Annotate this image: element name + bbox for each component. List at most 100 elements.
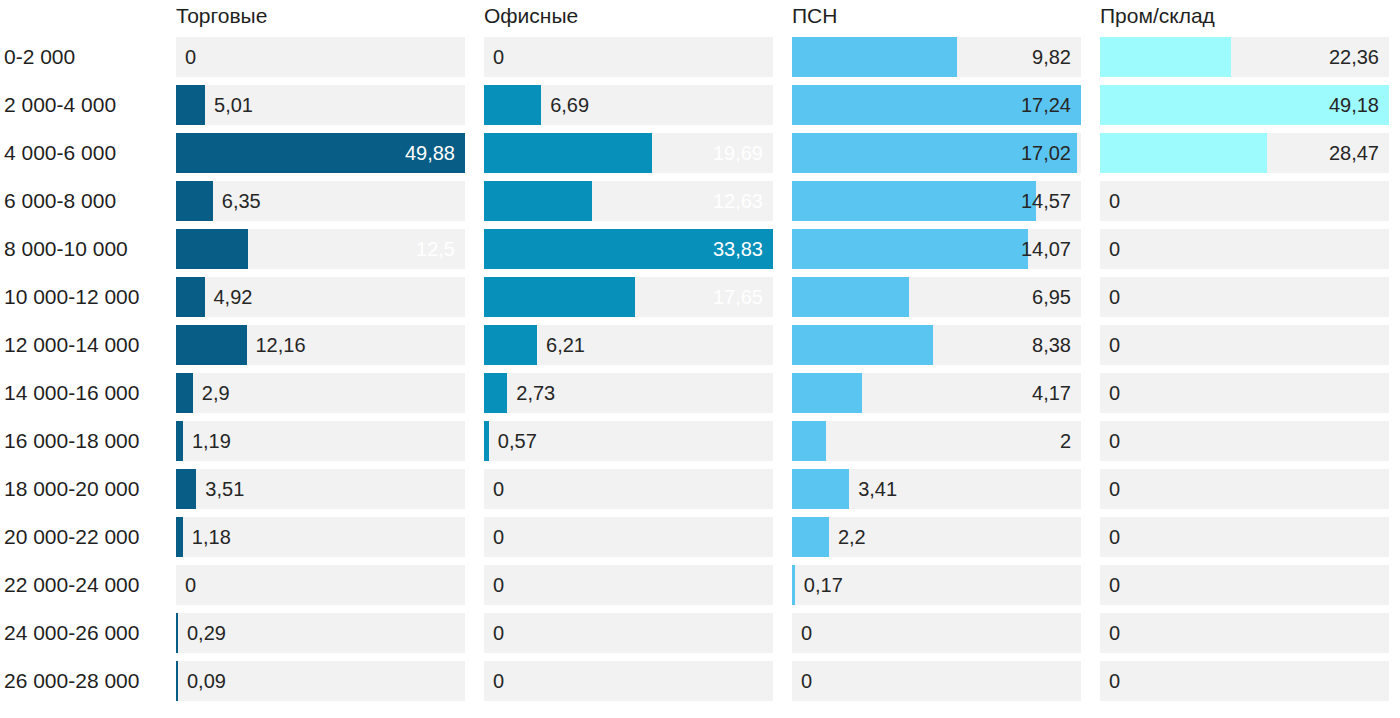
bar-track: 0 bbox=[484, 517, 773, 557]
bar-track: 12,16 bbox=[176, 325, 465, 365]
bar-track: 0,57 bbox=[484, 421, 773, 461]
bar-value-label: 2,2 bbox=[838, 526, 866, 549]
bar-track: 6,95 bbox=[792, 277, 1081, 317]
bar-track: 0 bbox=[484, 469, 773, 509]
bar-value-label: 0 bbox=[801, 622, 812, 645]
bar-value-label: 2,73 bbox=[516, 382, 555, 405]
bar bbox=[176, 613, 178, 653]
price-distribution-bar-chart: ТорговыеОфисныеПСНПром/склад0-2 000009,8… bbox=[0, 0, 1400, 701]
bar-track: 1,19 bbox=[176, 421, 465, 461]
bar bbox=[792, 373, 862, 413]
bar-track: 3,41 bbox=[792, 469, 1081, 509]
bar bbox=[484, 181, 592, 221]
column-header-4: Пром/склад bbox=[1100, 2, 1389, 29]
bar-track: 0 bbox=[1100, 613, 1389, 653]
bar-value-label: 0 bbox=[185, 574, 196, 597]
bar-track: 0 bbox=[792, 613, 1081, 653]
bar-track: 2,9 bbox=[176, 373, 465, 413]
bar bbox=[176, 85, 205, 125]
bar bbox=[484, 133, 652, 173]
bar-track: 6,69 bbox=[484, 85, 773, 125]
corner-spacer bbox=[4, 2, 157, 29]
bar-track: 0,17 bbox=[792, 565, 1081, 605]
bar bbox=[792, 277, 909, 317]
column-header-2: Офисные bbox=[484, 2, 773, 29]
bar-track: 19,69 bbox=[484, 133, 773, 173]
bar-value-label: 8,38 bbox=[1032, 334, 1071, 357]
bar-track: 4,17 bbox=[792, 373, 1081, 413]
bar-track: 14,07 bbox=[792, 229, 1081, 269]
bar-track: 2 bbox=[792, 421, 1081, 461]
bar-value-label: 0 bbox=[493, 478, 504, 501]
bar-value-label: 0 bbox=[1109, 526, 1120, 549]
bar bbox=[176, 661, 178, 701]
bar-track: 33,83 bbox=[484, 229, 773, 269]
bar-track: 0 bbox=[1100, 517, 1389, 557]
bar-value-label: 0 bbox=[1109, 190, 1120, 213]
bar-track: 0 bbox=[1100, 661, 1389, 701]
bar bbox=[484, 277, 635, 317]
bar-value-label: 12,5 bbox=[416, 238, 455, 261]
row-label: 16 000-18 000 bbox=[4, 421, 157, 461]
bar bbox=[792, 421, 826, 461]
bar bbox=[176, 469, 196, 509]
bar-track: 17,65 bbox=[484, 277, 773, 317]
bar-track: 12,5 bbox=[176, 229, 465, 269]
row-label: 20 000-22 000 bbox=[4, 517, 157, 557]
bar-track: 0,29 bbox=[176, 613, 465, 653]
bar-value-label: 14,57 bbox=[1021, 190, 1071, 213]
bar-track: 1,18 bbox=[176, 517, 465, 557]
bar-value-label: 6,69 bbox=[550, 94, 589, 117]
bar-value-label: 12,63 bbox=[713, 190, 763, 213]
bar-track: 2,2 bbox=[792, 517, 1081, 557]
bar bbox=[484, 421, 489, 461]
bar bbox=[176, 517, 183, 557]
bar-value-label: 33,83 bbox=[713, 238, 763, 261]
bar-track: 3,51 bbox=[176, 469, 465, 509]
column-header-1: Торговые bbox=[176, 2, 465, 29]
bar-track: 0 bbox=[484, 565, 773, 605]
bar bbox=[792, 325, 933, 365]
bar-track: 0 bbox=[1100, 277, 1389, 317]
bar-track: 0 bbox=[1100, 469, 1389, 509]
row-label: 22 000-24 000 bbox=[4, 565, 157, 605]
bar bbox=[176, 229, 248, 269]
bar-value-label: 0 bbox=[1109, 478, 1120, 501]
bar-value-label: 14,07 bbox=[1021, 238, 1071, 261]
bar-value-label: 17,02 bbox=[1021, 142, 1071, 165]
bar bbox=[176, 325, 247, 365]
bar-track: 28,47 bbox=[1100, 133, 1389, 173]
bar-value-label: 28,47 bbox=[1329, 142, 1379, 165]
bar-track: 49,18 bbox=[1100, 85, 1389, 125]
bar bbox=[176, 181, 213, 221]
bar bbox=[484, 373, 507, 413]
bar-value-label: 0 bbox=[493, 622, 504, 645]
bar-value-label: 6,35 bbox=[222, 190, 261, 213]
bar-track: 0 bbox=[1100, 325, 1389, 365]
bar-value-label: 0 bbox=[1109, 670, 1120, 693]
bar bbox=[176, 373, 193, 413]
bar-value-label: 0 bbox=[493, 46, 504, 69]
bar-value-label: 0 bbox=[1109, 382, 1120, 405]
bar-track: 9,82 bbox=[792, 37, 1081, 77]
bar-value-label: 0,09 bbox=[187, 670, 226, 693]
bar-value-label: 12,16 bbox=[255, 334, 305, 357]
bar bbox=[792, 181, 1036, 221]
bar-value-label: 2,9 bbox=[202, 382, 230, 405]
bar bbox=[484, 325, 537, 365]
bar-track: 14,57 bbox=[792, 181, 1081, 221]
bar-value-label: 5,01 bbox=[214, 94, 253, 117]
row-label: 6 000-8 000 bbox=[4, 181, 157, 221]
bar-value-label: 17,24 bbox=[1021, 94, 1071, 117]
bar-track: 0 bbox=[792, 661, 1081, 701]
bar-value-label: 4,17 bbox=[1032, 382, 1071, 405]
row-label: 8 000-10 000 bbox=[4, 229, 157, 269]
row-label: 2 000-4 000 bbox=[4, 85, 157, 125]
bar-track: 0 bbox=[484, 613, 773, 653]
bar-track: 49,88 bbox=[176, 133, 465, 173]
bar bbox=[792, 37, 957, 77]
column-header-3: ПСН bbox=[792, 2, 1081, 29]
bar-value-label: 19,69 bbox=[713, 142, 763, 165]
bar-value-label: 0 bbox=[493, 670, 504, 693]
bar-value-label: 49,18 bbox=[1329, 94, 1379, 117]
